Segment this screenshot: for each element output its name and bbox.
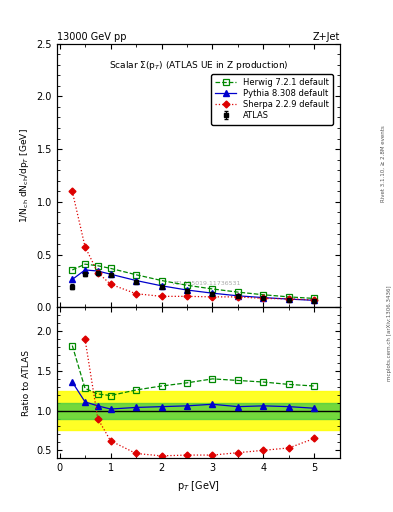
Sherpa 2.2.9 default (261, 295, 266, 302)
Herwig 7.2.1 default (286, 294, 291, 300)
Bar (57, 402, 340, 418)
Sherpa 2.2.9 default (210, 294, 215, 300)
Text: Scalar $\Sigma$(p$_T$) (ATLAS UE in Z production): Scalar $\Sigma$(p$_T$) (ATLAS UE in Z pr… (108, 59, 288, 72)
Pythia 8.308 default (159, 283, 164, 289)
Pythia 8.308 default (236, 293, 241, 299)
X-axis label: p$_T$ [GeV]: p$_T$ [GeV] (177, 479, 220, 493)
Pythia 8.308 default (95, 268, 100, 274)
Sherpa 2.2.9 default (95, 269, 100, 275)
Herwig 7.2.1 default (261, 292, 266, 298)
Herwig 7.2.1 default (70, 267, 75, 273)
Pythia 8.308 default (185, 287, 189, 293)
Herwig 7.2.1 default (95, 263, 100, 269)
Sherpa 2.2.9 default (70, 188, 75, 195)
Herwig 7.2.1 default (210, 286, 215, 292)
Y-axis label: Ratio to ATLAS: Ratio to ATLAS (22, 350, 31, 416)
Herwig 7.2.1 default (185, 282, 189, 288)
Text: Z+Jet: Z+Jet (312, 32, 340, 42)
Legend: Herwig 7.2.1 default, Pythia 8.308 default, Sherpa 2.2.9 default, ATLAS: Herwig 7.2.1 default, Pythia 8.308 defau… (211, 74, 333, 124)
Sherpa 2.2.9 default (108, 281, 113, 287)
Sherpa 2.2.9 default (134, 291, 138, 297)
Herwig 7.2.1 default (108, 265, 113, 271)
Sherpa 2.2.9 default (312, 297, 317, 303)
Pythia 8.308 default (261, 294, 266, 301)
Line: Sherpa 2.2.9 default: Sherpa 2.2.9 default (70, 189, 317, 303)
Pythia 8.308 default (108, 271, 113, 278)
Sherpa 2.2.9 default (286, 296, 291, 302)
Line: Herwig 7.2.1 default: Herwig 7.2.1 default (69, 261, 318, 302)
Pythia 8.308 default (70, 276, 75, 283)
Text: mcplots.cern.ch [arXiv:1306.3436]: mcplots.cern.ch [arXiv:1306.3436] (387, 285, 391, 380)
Herwig 7.2.1 default (159, 278, 164, 284)
Herwig 7.2.1 default (134, 272, 138, 278)
Sherpa 2.2.9 default (159, 293, 164, 300)
Pythia 8.308 default (210, 290, 215, 296)
Bar (57, 391, 340, 431)
Sherpa 2.2.9 default (83, 244, 87, 250)
Sherpa 2.2.9 default (236, 294, 241, 300)
Text: Rivet 3.1.10, ≥ 2.8M events: Rivet 3.1.10, ≥ 2.8M events (381, 125, 386, 202)
Pythia 8.308 default (286, 296, 291, 302)
Text: 13000 GeV pp: 13000 GeV pp (57, 32, 127, 42)
Pythia 8.308 default (312, 297, 317, 304)
Herwig 7.2.1 default (312, 295, 317, 302)
Pythia 8.308 default (83, 267, 87, 273)
Herwig 7.2.1 default (236, 289, 241, 295)
Y-axis label: 1/N$_{\rm ch}$ dN$_{\rm ch}$/dp$_T$ [GeV]: 1/N$_{\rm ch}$ dN$_{\rm ch}$/dp$_T$ [GeV… (18, 128, 31, 223)
Herwig 7.2.1 default (83, 261, 87, 267)
Pythia 8.308 default (134, 278, 138, 284)
Sherpa 2.2.9 default (185, 293, 189, 300)
Text: ATLAS5019.11736531: ATLAS5019.11736531 (173, 281, 241, 286)
Line: Pythia 8.308 default: Pythia 8.308 default (69, 267, 318, 304)
